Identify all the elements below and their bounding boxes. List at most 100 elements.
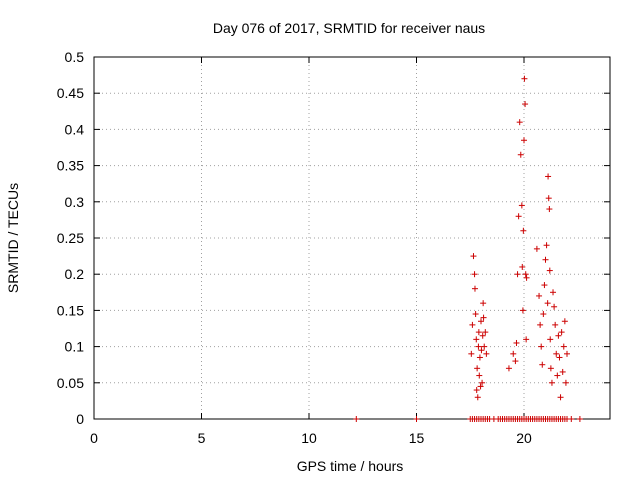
data-point — [568, 416, 575, 422]
data-point — [472, 311, 479, 318]
data-point — [479, 332, 486, 339]
data-point — [550, 289, 557, 296]
data-point — [477, 383, 484, 390]
data-point — [469, 321, 476, 328]
data-point — [522, 101, 529, 108]
data-point — [483, 350, 490, 357]
data-point — [510, 350, 517, 357]
data-point — [560, 343, 567, 350]
data-point — [547, 336, 554, 343]
data-point — [538, 343, 545, 350]
y-tick-label: 0.35 — [57, 158, 84, 174]
data-point — [473, 387, 480, 394]
data-point — [539, 361, 546, 368]
data-point — [519, 307, 526, 314]
data-point — [353, 416, 360, 422]
data-point — [512, 358, 519, 365]
data-point — [546, 267, 553, 274]
data-point — [515, 213, 522, 220]
data-point — [517, 151, 524, 158]
data-point — [537, 321, 544, 328]
data-point — [479, 379, 486, 386]
data-point — [576, 416, 583, 422]
plot-frame — [93, 56, 611, 420]
axis-ticks — [93, 56, 610, 420]
data-point — [475, 343, 482, 350]
data-point — [520, 227, 527, 234]
data-point — [559, 368, 566, 375]
data-point — [482, 329, 489, 336]
data-point — [545, 173, 552, 180]
data-point — [545, 195, 552, 202]
data-point — [562, 379, 569, 386]
data-point — [556, 354, 563, 361]
data-point — [514, 271, 521, 278]
data-point — [561, 318, 568, 325]
data-point — [553, 350, 560, 357]
data-points — [353, 75, 583, 422]
y-axis-label: SRMTID / TECUs — [5, 183, 21, 293]
data-point — [533, 245, 540, 252]
x-axis-label: GPS time / hours — [297, 458, 404, 474]
data-point — [554, 372, 561, 379]
grid — [94, 57, 610, 419]
data-point — [540, 311, 547, 318]
data-point — [523, 274, 530, 281]
data-point — [558, 329, 565, 336]
data-point — [476, 354, 483, 361]
data-point — [480, 300, 487, 307]
data-point — [513, 339, 520, 346]
data-point — [471, 285, 478, 292]
x-tick-label: 10 — [301, 430, 317, 446]
data-point — [478, 318, 484, 325]
y-tick-label: 0.2 — [65, 266, 85, 282]
y-tick-labels: 0 0.05 0.1 0.15 0.2 0.25 0.3 0.35 0.4 0.45 0.5 — [57, 49, 84, 427]
data-point — [557, 394, 564, 401]
data-point — [542, 256, 549, 263]
data-point — [480, 314, 487, 321]
x-tick-label: 20 — [516, 430, 532, 446]
data-point — [522, 271, 529, 278]
data-point — [516, 119, 523, 126]
y-tick-label: 0 — [76, 411, 84, 427]
data-point — [548, 379, 555, 386]
x-tick-label: 5 — [198, 430, 206, 446]
data-point — [473, 336, 480, 343]
data-point — [470, 253, 477, 260]
x-tick-labels: 0 5 10 15 20 — [90, 430, 532, 446]
y-tick-label: 0.5 — [65, 49, 85, 65]
x-tick-label: 0 — [90, 430, 98, 446]
data-point — [478, 347, 485, 354]
data-point — [481, 343, 488, 350]
data-point — [564, 350, 570, 357]
data-point — [476, 372, 483, 379]
data-point — [505, 365, 512, 372]
y-tick-label: 0.25 — [57, 230, 84, 246]
data-point — [523, 336, 530, 343]
y-tick-label: 0.15 — [57, 302, 84, 318]
data-point — [475, 329, 482, 336]
y-tick-label: 0.4 — [65, 121, 85, 137]
y-tick-label: 0.1 — [65, 339, 85, 355]
data-point — [546, 206, 553, 213]
x-tick-label: 15 — [409, 430, 425, 446]
data-point — [521, 137, 527, 144]
data-point — [519, 263, 526, 270]
data-point — [551, 303, 558, 310]
data-point — [547, 365, 554, 372]
y-tick-label: 0.45 — [57, 85, 84, 101]
data-point — [541, 282, 548, 289]
data-point — [555, 332, 562, 339]
data-point — [552, 321, 559, 328]
data-point — [521, 75, 528, 82]
data-point — [544, 300, 551, 307]
data-point — [413, 416, 420, 422]
y-tick-label: 0.3 — [65, 194, 85, 210]
data-point — [474, 394, 481, 401]
data-point — [518, 202, 525, 209]
y-tick-label: 0.05 — [57, 375, 84, 391]
data-point — [471, 271, 478, 278]
data-point — [543, 242, 550, 249]
data-point — [536, 292, 543, 299]
